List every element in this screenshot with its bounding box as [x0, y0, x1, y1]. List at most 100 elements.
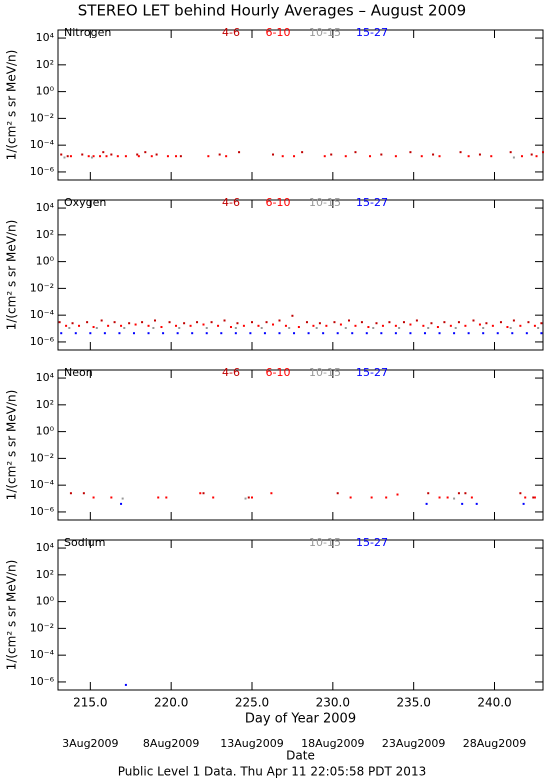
data-point: [457, 321, 460, 324]
x-axis-label: Day of Year 2009: [245, 712, 356, 727]
data-point: [68, 326, 71, 329]
data-point: [485, 322, 488, 325]
data-point: [260, 326, 263, 329]
data-point: [60, 153, 63, 156]
data-point: [425, 502, 428, 505]
data-point: [147, 324, 150, 327]
data-point: [449, 324, 452, 327]
data-point: [141, 321, 144, 324]
data-point: [176, 332, 179, 335]
legend-label: 15-27: [356, 196, 388, 209]
data-point: [438, 155, 441, 158]
data-point: [288, 326, 291, 329]
data-point: [398, 326, 401, 329]
data-point: [436, 326, 439, 329]
y-tick-label: 10⁰: [36, 255, 55, 268]
data-point: [453, 332, 456, 335]
data-point: [506, 326, 509, 329]
data-point: [147, 332, 150, 335]
data-point: [470, 496, 473, 499]
data-point: [95, 326, 98, 329]
data-point: [542, 151, 544, 154]
data-point: [336, 332, 339, 335]
data-point: [333, 321, 336, 324]
data-point: [372, 326, 375, 329]
data-point: [540, 322, 543, 325]
data-point: [155, 153, 158, 156]
data-point: [124, 683, 127, 686]
y-tick-label: 10²: [36, 568, 54, 581]
y-tick-label: 10⁻²: [30, 281, 54, 294]
data-point: [325, 324, 328, 327]
data-point: [205, 326, 208, 329]
y-tick-label: 10²: [36, 58, 54, 71]
data-point: [394, 155, 397, 158]
legend-label: 10-15: [309, 536, 341, 549]
data-point: [385, 496, 388, 499]
data-point: [234, 326, 237, 329]
data-point: [244, 497, 247, 500]
y-tick-label: 10⁻²: [30, 621, 54, 634]
y-tick-label: 10⁻⁶: [30, 165, 55, 178]
data-point: [189, 324, 192, 327]
data-point: [312, 324, 315, 327]
data-point: [92, 496, 95, 499]
data-point: [307, 332, 310, 335]
legend-label: 10-15: [309, 196, 341, 209]
data-point: [369, 155, 372, 158]
data-point: [107, 324, 110, 327]
data-point: [212, 496, 215, 499]
plot-frame: [57, 369, 544, 521]
data-point: [415, 319, 418, 322]
data-point: [464, 324, 467, 327]
data-point: [118, 332, 121, 335]
plot-frame: [57, 199, 544, 351]
y-tick-label: 10⁻⁴: [30, 138, 55, 151]
data-point: [71, 322, 74, 325]
y-tick-label: 10⁴: [36, 201, 55, 214]
plot-frame: [57, 539, 544, 691]
date-tick-label: 3Aug2009: [62, 737, 118, 750]
data-point: [105, 155, 108, 158]
y-tick-label: 10⁻⁴: [30, 648, 55, 661]
data-point: [394, 332, 397, 335]
data-point: [144, 151, 147, 154]
data-point: [525, 332, 528, 335]
data-point: [137, 155, 140, 158]
data-point: [202, 323, 205, 326]
data-point: [375, 322, 378, 325]
data-point: [422, 324, 425, 327]
data-point: [291, 314, 294, 317]
data-point: [438, 496, 441, 499]
data-point: [152, 326, 155, 329]
data-point: [490, 155, 493, 158]
y-tick-label: 10⁻⁶: [30, 505, 55, 518]
legend-label: 15-27: [356, 366, 388, 379]
data-point: [305, 321, 308, 324]
data-point: [207, 155, 210, 158]
data-point: [496, 332, 499, 335]
data-point: [524, 496, 527, 499]
y-tick-label: 10⁰: [36, 425, 55, 438]
data-point: [86, 321, 89, 324]
data-point: [511, 332, 514, 335]
panel-title: Sodium: [64, 536, 105, 549]
y-tick-label: 10⁴: [36, 31, 55, 44]
data-point: [360, 321, 363, 324]
data-point: [179, 155, 182, 158]
data-point: [74, 332, 77, 335]
y-tick-label: 10²: [36, 398, 54, 411]
panel-title: Neon: [64, 366, 93, 379]
data-point: [103, 332, 106, 335]
x-tick-label: 230.0: [316, 696, 350, 710]
data-point: [63, 156, 66, 159]
data-point: [69, 492, 72, 495]
data-point: [354, 151, 357, 154]
data-point: [461, 502, 464, 505]
data-point: [223, 319, 226, 322]
data-point: [349, 496, 352, 499]
legend-label: 6-10: [266, 26, 291, 39]
data-point: [238, 151, 241, 154]
data-point: [446, 496, 449, 499]
data-point: [102, 151, 105, 154]
